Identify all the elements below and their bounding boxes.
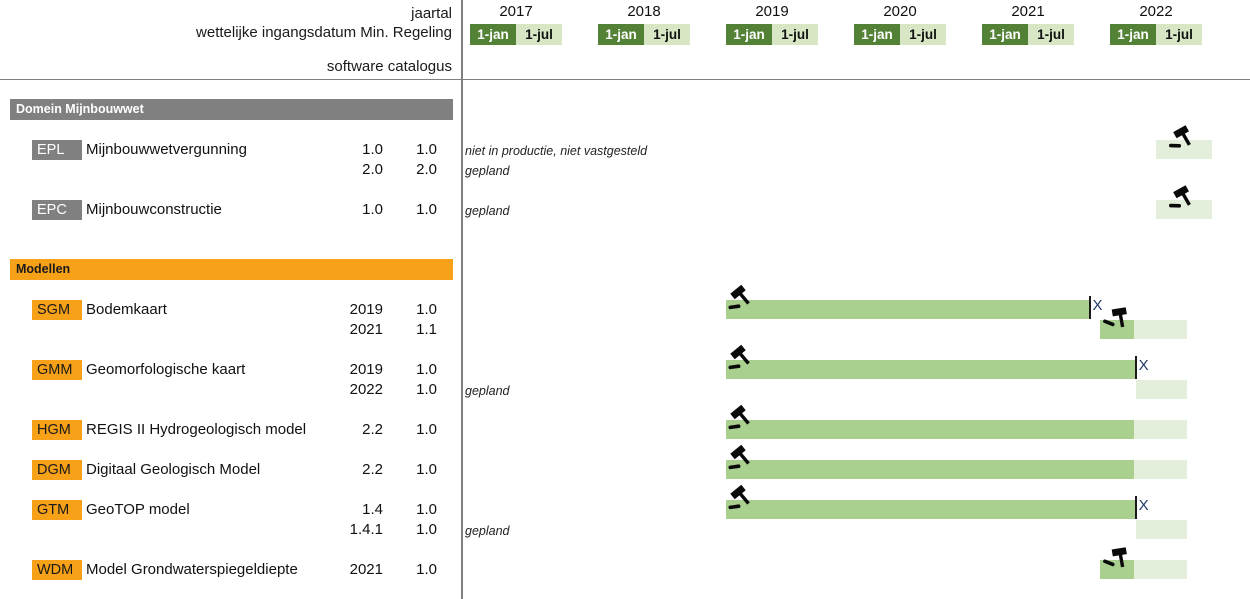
gavel-icon bbox=[1166, 122, 1198, 154]
tick-1-jan-2022: 1-jan bbox=[1110, 24, 1156, 45]
tick-1-jan-2018: 1-jan bbox=[598, 24, 644, 45]
tick-1-jan-2019: 1-jan bbox=[726, 24, 772, 45]
horizontal-divider bbox=[0, 79, 1250, 80]
vertical-divider bbox=[461, 0, 463, 599]
year-label-2018: 2018 bbox=[627, 3, 661, 20]
bar-actual bbox=[726, 300, 1090, 319]
tick-1-jan-2021: 1-jan bbox=[982, 24, 1028, 45]
tick-1-jul-2021: 1-jul bbox=[1028, 24, 1074, 45]
section-header: Domein Mijnbouwwet bbox=[10, 99, 453, 120]
bar-planned bbox=[1134, 460, 1187, 479]
header-wettelijke-ingangsdatum: wettelijke ingangsdatum Min. Regeling bbox=[196, 24, 452, 41]
status-note: niet in productie, niet vastgesteld bbox=[465, 144, 648, 158]
section-header: Modellen bbox=[10, 259, 453, 280]
end-marker-x: X bbox=[1092, 297, 1103, 314]
regeling-version: 2.0 bbox=[362, 161, 383, 178]
regeling-version: 2.2 bbox=[362, 461, 383, 478]
catalogus-version: 1.0 bbox=[416, 201, 437, 218]
bar-actual bbox=[726, 420, 1135, 439]
bar-planned bbox=[1135, 380, 1187, 399]
regeling-version: 1.4.1 bbox=[349, 521, 383, 538]
product-name: GeoTOP model bbox=[86, 501, 190, 518]
gavel-icon bbox=[1099, 539, 1137, 577]
year-label-2021: 2021 bbox=[1011, 3, 1045, 20]
bar-actual bbox=[1099, 560, 1135, 579]
product-name: Bodemkaart bbox=[86, 301, 167, 318]
product-name: REGIS II Hydrogeologisch model bbox=[86, 421, 307, 438]
gavel-icon bbox=[1099, 299, 1137, 337]
catalogus-version: 1.0 bbox=[416, 561, 437, 578]
catalogus-version: 1.0 bbox=[416, 461, 437, 478]
bar-actual bbox=[726, 360, 1136, 379]
bar-end-line bbox=[1134, 356, 1137, 379]
catalogus-version: 1.0 bbox=[416, 141, 437, 158]
product-badge-epc: EPC bbox=[32, 200, 82, 220]
tick-1-jul-2018: 1-jul bbox=[644, 24, 690, 45]
catalogus-version: 1.0 bbox=[416, 301, 437, 318]
regeling-version: 2021 bbox=[349, 561, 383, 578]
bar-end-line bbox=[1088, 296, 1091, 319]
status-note: gepland bbox=[465, 384, 510, 398]
product-name: Digitaal Geologisch Model bbox=[86, 461, 261, 478]
tick-1-jul-2019: 1-jul bbox=[772, 24, 818, 45]
year-label-2017: 2017 bbox=[499, 3, 533, 20]
gavel-icon bbox=[726, 284, 754, 312]
gavel-icon bbox=[726, 404, 754, 432]
gavel-icon bbox=[1166, 182, 1198, 214]
regeling-version: 1.0 bbox=[362, 141, 383, 158]
product-name: Mijnbouwconstructie bbox=[86, 201, 222, 218]
header-jaartal: jaartal bbox=[411, 5, 452, 22]
catalogus-version: 2.0 bbox=[416, 161, 437, 178]
product-name: Geomorfologische kaart bbox=[86, 361, 246, 378]
status-note: gepland bbox=[465, 164, 510, 178]
status-note: gepland bbox=[465, 524, 510, 538]
product-name: Mijnbouwwetvergunning bbox=[86, 141, 247, 158]
tick-1-jul-2022: 1-jul bbox=[1156, 24, 1202, 45]
regeling-version: 2.2 bbox=[362, 421, 383, 438]
regeling-version: 1.4 bbox=[362, 501, 383, 518]
bar-actual bbox=[726, 460, 1135, 479]
year-label-2019: 2019 bbox=[755, 3, 789, 20]
catalogus-version: 1.0 bbox=[416, 501, 437, 518]
product-badge-epl: EPL bbox=[32, 140, 82, 160]
status-note: gepland bbox=[465, 204, 510, 218]
catalogus-version: 1.0 bbox=[416, 381, 437, 398]
regeling-version: 2022 bbox=[349, 381, 383, 398]
regeling-version: 2019 bbox=[349, 301, 383, 318]
tick-1-jul-2017: 1-jul bbox=[516, 24, 562, 45]
bar-planned bbox=[1134, 560, 1187, 579]
regeling-version: 2019 bbox=[349, 361, 383, 378]
catalogus-version: 1.1 bbox=[416, 321, 437, 338]
tick-1-jul-2020: 1-jul bbox=[900, 24, 946, 45]
bar-actual bbox=[1099, 320, 1135, 339]
gavel-icon bbox=[726, 344, 754, 372]
product-badge-hgm: HGM bbox=[32, 420, 82, 440]
bar-planned bbox=[1134, 420, 1187, 439]
end-marker-x: X bbox=[1138, 497, 1149, 514]
tick-1-jan-2017: 1-jan bbox=[470, 24, 516, 45]
header-software-catalogus: software catalogus bbox=[326, 58, 452, 75]
product-badge-wdm: WDM bbox=[32, 560, 82, 580]
product-name: Model Grondwaterspiegeldiepte bbox=[86, 561, 298, 578]
product-badge-dgm: DGM bbox=[32, 460, 82, 480]
gavel-icon bbox=[726, 484, 754, 512]
product-badge-gtm: GTM bbox=[32, 500, 82, 520]
product-badge-gmm: GMM bbox=[32, 360, 82, 380]
product-badge-sgm: SGM bbox=[32, 300, 82, 320]
regeling-version: 2021 bbox=[349, 321, 383, 338]
regeling-version: 1.0 bbox=[362, 201, 383, 218]
end-marker-x: X bbox=[1138, 357, 1149, 374]
bar-actual bbox=[726, 500, 1136, 519]
year-label-2022: 2022 bbox=[1139, 3, 1173, 20]
gavel-icon bbox=[726, 444, 754, 472]
catalogus-version: 1.0 bbox=[416, 521, 437, 538]
year-label-2020: 2020 bbox=[883, 3, 917, 20]
tick-1-jan-2020: 1-jan bbox=[854, 24, 900, 45]
bar-end-line bbox=[1134, 496, 1137, 519]
bar-planned bbox=[1135, 520, 1187, 539]
catalogus-version: 1.0 bbox=[416, 361, 437, 378]
catalogus-version: 1.0 bbox=[416, 421, 437, 438]
bar-planned bbox=[1134, 320, 1187, 339]
